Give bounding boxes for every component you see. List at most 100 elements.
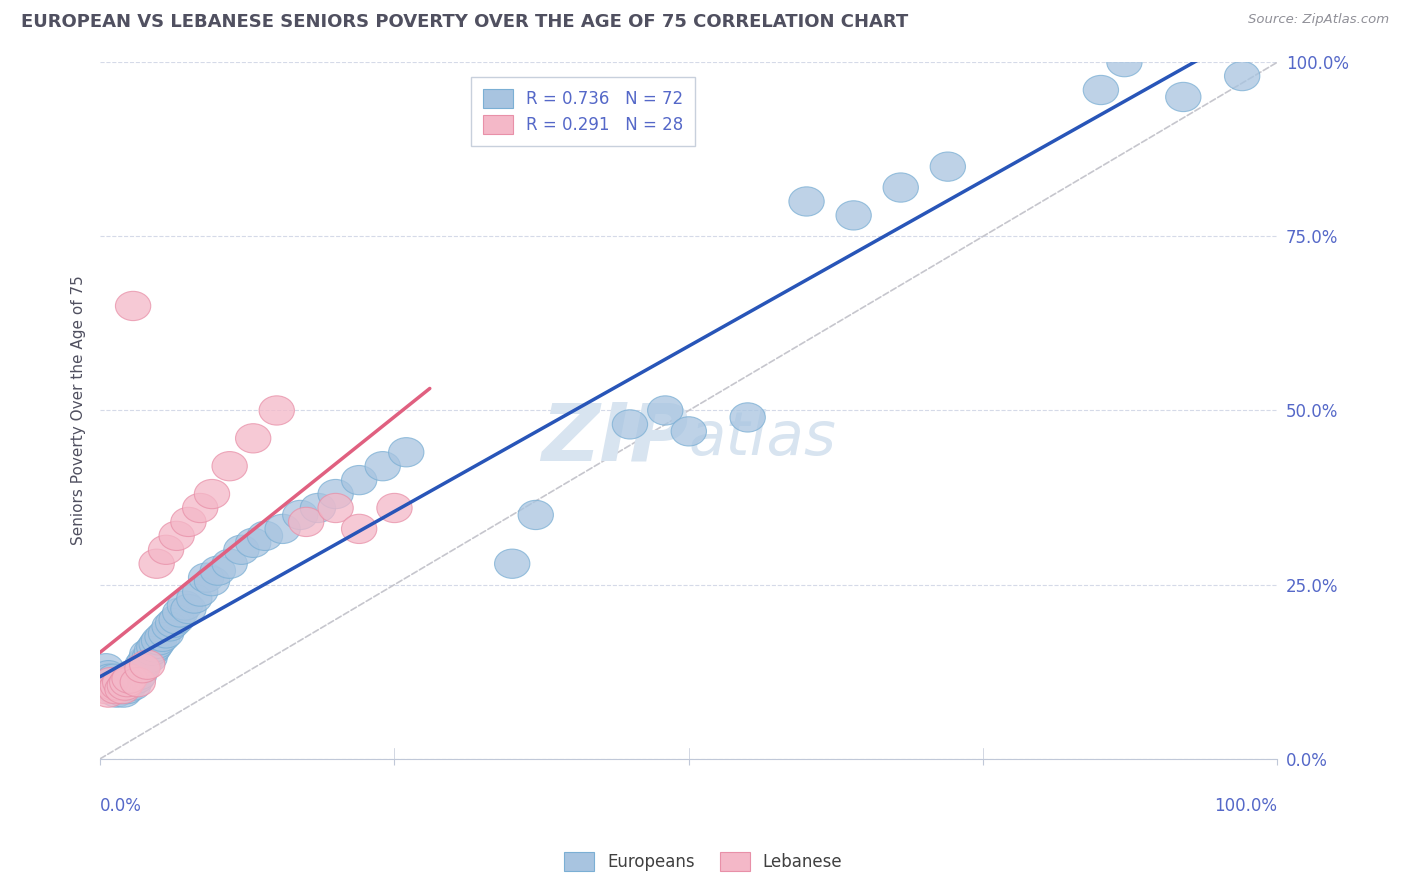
Ellipse shape xyxy=(96,671,131,700)
Ellipse shape xyxy=(183,493,218,523)
Ellipse shape xyxy=(129,640,165,669)
Ellipse shape xyxy=(931,152,966,181)
Ellipse shape xyxy=(136,632,172,662)
Ellipse shape xyxy=(170,594,207,624)
Text: EUROPEAN VS LEBANESE SENIORS POVERTY OVER THE AGE OF 75 CORRELATION CHART: EUROPEAN VS LEBANESE SENIORS POVERTY OVE… xyxy=(21,13,908,31)
Ellipse shape xyxy=(91,661,127,690)
Ellipse shape xyxy=(112,664,148,693)
Ellipse shape xyxy=(236,528,271,558)
Ellipse shape xyxy=(377,493,412,523)
Ellipse shape xyxy=(167,591,202,620)
Legend: Europeans, Lebanese: Europeans, Lebanese xyxy=(555,843,851,880)
Ellipse shape xyxy=(145,623,180,651)
Ellipse shape xyxy=(105,678,142,707)
Legend: R = 0.736   N = 72, R = 0.291   N = 28: R = 0.736 N = 72, R = 0.291 N = 28 xyxy=(471,78,695,146)
Ellipse shape xyxy=(318,479,353,508)
Ellipse shape xyxy=(94,671,129,700)
Ellipse shape xyxy=(283,500,318,530)
Ellipse shape xyxy=(259,396,294,425)
Ellipse shape xyxy=(103,667,138,697)
Ellipse shape xyxy=(125,654,160,683)
Ellipse shape xyxy=(110,667,145,697)
Ellipse shape xyxy=(112,661,149,690)
Ellipse shape xyxy=(156,608,191,638)
Ellipse shape xyxy=(132,643,167,673)
Ellipse shape xyxy=(1083,76,1119,104)
Ellipse shape xyxy=(170,508,207,537)
Ellipse shape xyxy=(264,515,301,543)
Ellipse shape xyxy=(100,671,135,700)
Ellipse shape xyxy=(134,636,170,665)
Ellipse shape xyxy=(115,671,150,700)
Ellipse shape xyxy=(101,674,136,704)
Ellipse shape xyxy=(107,667,142,697)
Text: Source: ZipAtlas.com: Source: ZipAtlas.com xyxy=(1249,13,1389,27)
Ellipse shape xyxy=(104,671,139,700)
Text: 0.0%: 0.0% xyxy=(100,797,142,815)
Ellipse shape xyxy=(107,671,142,700)
Ellipse shape xyxy=(183,577,218,607)
Ellipse shape xyxy=(125,650,160,680)
Ellipse shape xyxy=(789,186,824,216)
Text: 100.0%: 100.0% xyxy=(1215,797,1278,815)
Ellipse shape xyxy=(100,671,135,700)
Ellipse shape xyxy=(288,508,323,537)
Ellipse shape xyxy=(1107,47,1142,77)
Ellipse shape xyxy=(200,556,236,585)
Ellipse shape xyxy=(366,451,401,481)
Ellipse shape xyxy=(194,479,229,508)
Ellipse shape xyxy=(103,667,138,697)
Ellipse shape xyxy=(124,654,159,683)
Ellipse shape xyxy=(177,584,212,613)
Ellipse shape xyxy=(163,598,198,627)
Text: atlas: atlas xyxy=(689,409,837,467)
Ellipse shape xyxy=(91,664,127,693)
Ellipse shape xyxy=(114,667,149,697)
Ellipse shape xyxy=(224,535,259,565)
Ellipse shape xyxy=(1225,62,1260,91)
Ellipse shape xyxy=(495,549,530,578)
Ellipse shape xyxy=(212,451,247,481)
Ellipse shape xyxy=(110,674,145,704)
Ellipse shape xyxy=(188,563,224,592)
Ellipse shape xyxy=(139,629,174,658)
Ellipse shape xyxy=(1166,82,1201,112)
Ellipse shape xyxy=(98,678,134,707)
Ellipse shape xyxy=(105,674,141,704)
Ellipse shape xyxy=(120,667,156,697)
Ellipse shape xyxy=(149,619,184,648)
Ellipse shape xyxy=(127,647,163,676)
Ellipse shape xyxy=(247,521,283,550)
Ellipse shape xyxy=(108,671,143,700)
Ellipse shape xyxy=(93,667,128,697)
Ellipse shape xyxy=(142,625,177,655)
Ellipse shape xyxy=(149,535,184,565)
Ellipse shape xyxy=(883,173,918,202)
Ellipse shape xyxy=(121,661,156,690)
Ellipse shape xyxy=(648,396,683,425)
Text: ZIP: ZIP xyxy=(541,400,689,477)
Ellipse shape xyxy=(152,612,187,641)
Ellipse shape xyxy=(98,674,134,704)
Ellipse shape xyxy=(301,493,336,523)
Ellipse shape xyxy=(671,417,706,446)
Ellipse shape xyxy=(318,493,353,523)
Ellipse shape xyxy=(159,521,194,550)
Y-axis label: Seniors Poverty Over the Age of 75: Seniors Poverty Over the Age of 75 xyxy=(72,276,86,545)
Ellipse shape xyxy=(129,650,165,680)
Ellipse shape xyxy=(120,664,155,693)
Ellipse shape xyxy=(517,500,554,530)
Ellipse shape xyxy=(96,667,131,697)
Ellipse shape xyxy=(342,515,377,543)
Ellipse shape xyxy=(115,292,150,320)
Ellipse shape xyxy=(112,664,148,693)
Ellipse shape xyxy=(105,674,141,704)
Ellipse shape xyxy=(194,566,229,596)
Ellipse shape xyxy=(388,438,423,467)
Ellipse shape xyxy=(89,674,124,704)
Ellipse shape xyxy=(98,674,134,704)
Ellipse shape xyxy=(212,549,247,578)
Ellipse shape xyxy=(236,424,271,453)
Ellipse shape xyxy=(837,201,872,230)
Ellipse shape xyxy=(159,605,194,634)
